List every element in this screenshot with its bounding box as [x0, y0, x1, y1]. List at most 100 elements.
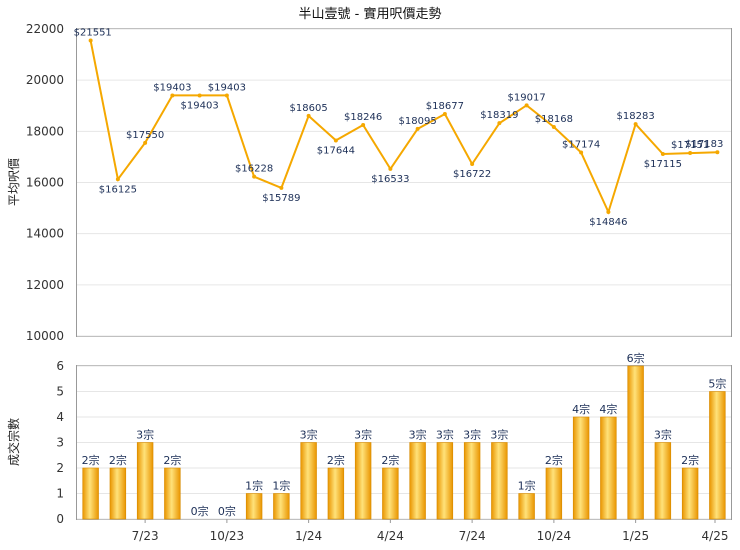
- volume-y-tick-label: 5: [56, 385, 64, 399]
- volume-bar: [245, 493, 263, 520]
- volume-data-label: 3宗: [463, 428, 481, 442]
- price-point: [333, 138, 338, 143]
- price-point: [579, 150, 584, 155]
- volume-bar: [518, 493, 535, 520]
- price-data-label: $18095: [399, 116, 437, 127]
- volume-data-label: 3宗: [654, 428, 672, 442]
- price-point: [660, 151, 665, 156]
- price-point: [170, 93, 175, 98]
- volume-y-tick-label: 4: [56, 410, 64, 424]
- volume-y-tick-label: 0: [56, 512, 64, 526]
- price-data-label: $18319: [480, 110, 518, 121]
- price-data-label: $17174: [562, 139, 600, 150]
- price-point: [442, 112, 447, 117]
- price-data-label: $14846: [589, 217, 627, 228]
- price-point: [252, 174, 257, 179]
- price-line-panel: 10000 12000 14000 16000 18000 20000 22000 $2155…: [26, 22, 732, 343]
- volume-bar: [300, 442, 317, 520]
- volume-data-label: 2宗: [545, 453, 563, 467]
- price-y-tick-label: 10000: [26, 329, 64, 343]
- price-data-label: $17151: [671, 140, 709, 151]
- price-point: [361, 123, 366, 128]
- price-data-label: $16722: [453, 169, 491, 180]
- price-data-label: $21551: [74, 27, 112, 38]
- volume-y-tick-label: 1: [56, 487, 64, 501]
- volume-data-label: 4宗: [572, 402, 590, 416]
- x-tick-label: 10/24: [537, 529, 572, 543]
- volume-data-label: 2宗: [82, 453, 100, 467]
- price-y-tick-label: 22000: [26, 22, 64, 36]
- chart-title: 半山壹號 - 實用呎價走勢: [299, 6, 442, 22]
- volume-data-label: 3宗: [300, 428, 318, 442]
- price-point: [115, 177, 120, 182]
- volume-bar: [654, 442, 672, 520]
- x-tick-label: 4/25: [702, 529, 729, 543]
- price-data-label: $16125: [99, 184, 137, 195]
- volume-data-label: 2宗: [381, 453, 399, 467]
- volume-data-label: 2宗: [163, 453, 181, 467]
- price-data-label: $16533: [371, 174, 409, 185]
- volume-data-label: 3宗: [436, 428, 454, 442]
- volume-data-label: 3宗: [409, 428, 427, 442]
- price-data-label: $18605: [290, 103, 328, 114]
- volume-data-label: 4宗: [599, 402, 617, 416]
- price-point: [551, 125, 556, 130]
- volume-bar: [109, 467, 127, 520]
- volume-data-label: 5宗: [708, 377, 726, 391]
- volume-y-axis-label: 成交宗數: [6, 418, 21, 466]
- volume-bar: [600, 416, 617, 520]
- x-tick-label: 1/25: [622, 529, 649, 543]
- volume-bar-panel: 0 1 2 3 4 5 6 2宗 2宗 3宗 2宗 0宗 0宗 1宗 1宗 3宗 2宗 3宗 2宗 3宗 3宗 3宗 3宗 1…: [56, 351, 732, 543]
- price-point: [143, 140, 148, 145]
- price-data-label: $15789: [262, 193, 300, 204]
- volume-bar: [681, 467, 699, 520]
- volume-bar: [463, 442, 481, 520]
- volume-y-tick-label: 6: [56, 359, 64, 373]
- price-data-label: $18283: [617, 111, 655, 122]
- price-y-tick-label: 14000: [26, 227, 64, 241]
- volume-data-label: 3宗: [354, 428, 372, 442]
- price-point: [606, 210, 611, 215]
- volume-data-label: 6宗: [627, 351, 645, 365]
- volume-bar: [327, 467, 345, 520]
- price-data-label: $18677: [426, 101, 464, 112]
- volume-bar: [627, 365, 644, 520]
- price-y-tick-label: 12000: [26, 278, 64, 292]
- volume-data-label: 1宗: [245, 479, 263, 493]
- price-point: [88, 38, 93, 43]
- volume-data-label: 3宗: [136, 428, 154, 442]
- price-point: [415, 126, 420, 131]
- price-point: [388, 166, 393, 171]
- price-y-axis-label: 平均呎價: [7, 158, 21, 206]
- price-point: [524, 103, 529, 108]
- x-tick-label: 4/24: [377, 529, 404, 543]
- x-tick-label: 10/23: [210, 529, 245, 543]
- volume-bar: [409, 442, 426, 520]
- volume-bar: [164, 467, 181, 520]
- price-y-tick-label: 20000: [26, 73, 64, 87]
- volume-bar: [82, 467, 99, 520]
- price-data-label: $19017: [508, 92, 546, 103]
- volume-bar: [273, 493, 290, 520]
- price-data-label: $17115: [644, 159, 682, 170]
- volume-data-label: 2宗: [681, 453, 699, 467]
- price-data-label: $18168: [535, 114, 573, 125]
- volume-data-label: 2宗: [109, 453, 127, 467]
- volume-bar: [436, 442, 454, 520]
- volume-data-label: 2宗: [327, 453, 345, 467]
- price-point: [197, 93, 202, 98]
- volume-bar: [382, 467, 399, 520]
- volume-data-label: 0宗: [218, 504, 236, 518]
- price-series-line: [89, 40, 718, 215]
- price-point: [279, 185, 284, 190]
- price-data-label: $17644: [317, 145, 355, 156]
- volume-bar: [491, 442, 508, 520]
- x-tick-label: 7/23: [132, 529, 159, 543]
- price-point: [715, 150, 720, 155]
- price-data-label: $19403: [208, 82, 246, 93]
- volume-y-tick-label: 2: [56, 461, 64, 475]
- volume-bar: [545, 467, 563, 520]
- volume-data-label: 0宗: [191, 504, 209, 518]
- volume-data-label: 1宗: [518, 479, 536, 493]
